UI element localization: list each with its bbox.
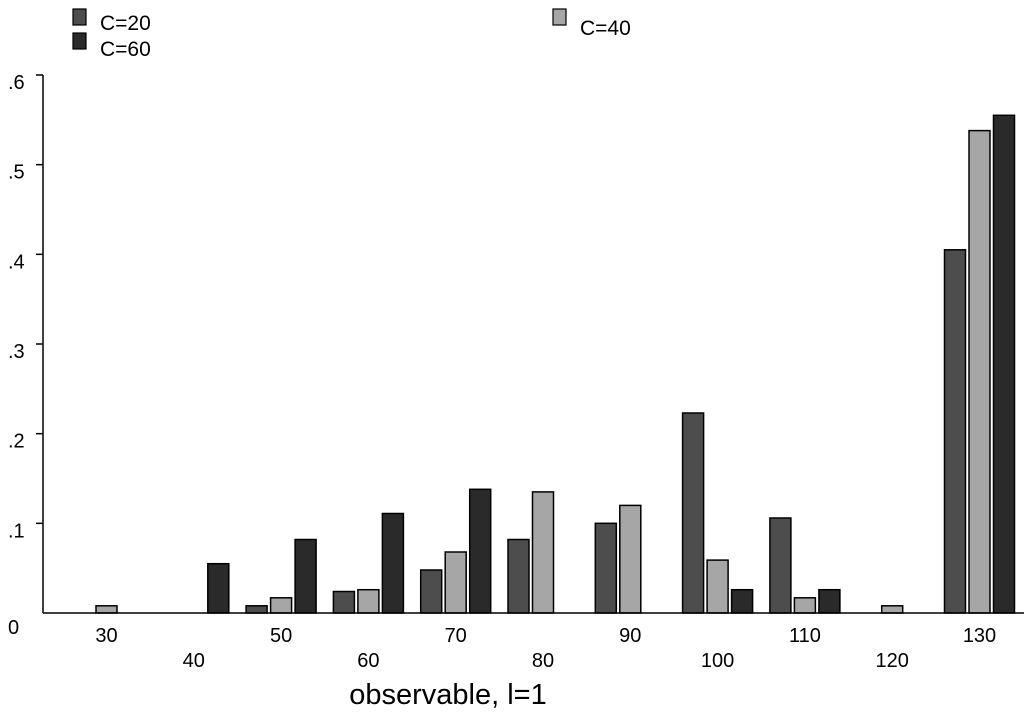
x-tick-label: 30 — [95, 625, 117, 647]
bar-c40-50 — [269, 597, 293, 614]
bar-c20-70 — [419, 569, 443, 614]
bar-c40-120 — [880, 605, 904, 614]
bar-c40-60 — [357, 588, 380, 614]
x-tick-label: 60 — [357, 650, 379, 672]
bar-c40-80 — [531, 491, 555, 614]
bar-c60-130 — [992, 114, 1016, 614]
legend-swatch-c20 — [72, 8, 87, 26]
legend-swatch-c40 — [552, 8, 567, 26]
bar-c20-130 — [943, 249, 967, 614]
bars-group — [95, 114, 1016, 614]
y-tick-label: .1 — [8, 520, 25, 542]
x-axis-title: observable, l=1 — [349, 679, 547, 711]
x-tick-label: 110 — [789, 625, 821, 647]
bar-c20-80 — [507, 538, 530, 614]
x-tick-label: 70 — [445, 625, 467, 647]
legend-label: C=60 — [100, 38, 151, 61]
x-tick-label: 130 — [963, 625, 996, 647]
y-tick-label: .6 — [8, 72, 25, 94]
x-tick-label: 120 — [876, 650, 909, 672]
x-tick-label: 80 — [532, 650, 554, 672]
x-tick-label: 40 — [183, 650, 205, 672]
bar-c60-110 — [818, 588, 841, 614]
bar-c60-100 — [730, 588, 754, 614]
x-ticks-group: 30 40 50 60 70 80 90 100 110 120 130 — [95, 625, 996, 672]
bar-c60-60 — [381, 512, 405, 614]
legend-label: C=40 — [580, 17, 631, 40]
y-tick-label: .2 — [8, 431, 25, 453]
bar-c20-90 — [594, 522, 618, 614]
y-tick-label: .5 — [8, 162, 25, 184]
y-tick-label: 0 — [8, 617, 19, 639]
bar-c40-90 — [619, 504, 642, 614]
x-tick-label: 50 — [270, 625, 292, 647]
x-tick-label: 90 — [619, 625, 641, 647]
bar-c60-70 — [468, 488, 492, 614]
bar-c60-50 — [294, 538, 317, 614]
y-ticks-group: 0 .1 .2 .3 .4 .5 .6 — [8, 72, 43, 639]
bar-c40-70 — [444, 551, 467, 614]
bar-c20-60 — [332, 590, 356, 614]
bar-c20-100 — [681, 412, 705, 614]
legend-swatch-c60 — [72, 32, 87, 50]
bar-c40-130 — [968, 129, 991, 614]
x-tick-label: 100 — [701, 650, 734, 672]
bar-c40-110 — [793, 597, 817, 614]
y-tick-label: .4 — [8, 251, 25, 273]
bar-c40-30 — [95, 605, 118, 614]
bar-c20-110 — [769, 517, 792, 614]
y-tick-label: .3 — [8, 341, 25, 363]
bar-c60-40 — [207, 562, 230, 614]
legend: C=20 C=40 C=60 — [72, 8, 631, 61]
bar-c20-50 — [245, 605, 268, 614]
bar-c40-100 — [706, 559, 729, 614]
legend-label: C=20 — [100, 12, 151, 35]
